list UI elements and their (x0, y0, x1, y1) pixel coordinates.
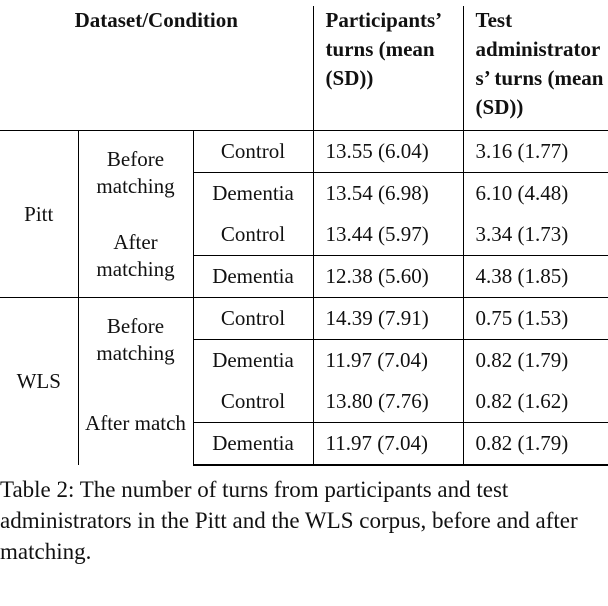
condition-cell: Control (192, 297, 314, 340)
participant-turns-cell: 13.54 (6.98) (312, 172, 464, 214)
table-row: Pitt Before matching Control 13.55 (6.04) 3.… (0, 130, 608, 298)
table-caption: Table 2: The number of turns from partic… (0, 477, 578, 564)
table-row: WLS Before matching Control 14.39 (7.91) 0.7… (0, 297, 608, 465)
table-row: Dementia 11.97 (7.04) 0.82 (1.79) (0, 339, 608, 381)
administrator-turns-cell: 4.38 (1.85) (462, 255, 608, 298)
condition-cell: Dementia (192, 339, 314, 381)
participant-turns-cell: 13.44 (5.97) (312, 214, 464, 256)
table-row: After matching Control 13.44 (5.97) 3.34 (1… (0, 214, 608, 298)
subgroup-cell: After match (77, 381, 193, 465)
group-cell: WLS (0, 297, 78, 465)
participant-turns-cell: 14.39 (7.91) (312, 297, 464, 340)
header-cell: Dataset/Condition (74, 8, 238, 32)
administrator-turns-cell: 3.34 (1.73) (462, 214, 608, 256)
condition-cell: Dementia (192, 172, 314, 214)
administrator-turns-cell: 6.10 (4.48) (462, 172, 608, 214)
header-cell: Participants’ turns (mean (SD)) (312, 6, 464, 131)
table-row: Dementia 11.97 (7.04) 0.82 (1.79) (0, 422, 608, 466)
header-cell: Test administrators’ turns (mean (SD)) (462, 6, 608, 131)
subgroup-cell: After matching (77, 214, 193, 298)
table-body: Pitt Before matching Control 13.55 (6.04) 3.… (0, 130, 608, 466)
condition-cell: Control (192, 214, 314, 256)
administrator-turns-cell: 0.82 (1.79) (462, 339, 608, 381)
participant-turns-cell: 13.80 (7.76) (312, 381, 464, 423)
table-row: Dementia 13.54 (6.98) 6.10 (4.48) (0, 172, 608, 214)
administrator-turns-cell: 0.82 (1.62) (462, 381, 608, 423)
header-row: Dataset/Condition Participants’ turns (m… (0, 6, 608, 131)
condition-cell: Control (192, 130, 314, 173)
participant-turns-cell: 11.97 (7.04) (312, 339, 464, 381)
participant-turns-cell: 12.38 (5.60) (312, 255, 464, 298)
participant-turns-cell: 13.55 (6.04) (312, 130, 464, 173)
subgroup-cell: Before matching (77, 130, 193, 214)
table-row: After match Control 13.80 (7.76) 0.82 (1.62… (0, 381, 608, 465)
group-cell: Pitt (0, 130, 78, 298)
administrator-turns-cell: 0.82 (1.79) (462, 422, 608, 466)
subgroup-cell: Before matching (77, 297, 193, 381)
condition-cell: Dementia (192, 255, 314, 298)
results-table: Dataset/Condition Participants’ turns (m… (0, 6, 608, 466)
condition-cell: Control (192, 381, 314, 423)
administrator-turns-cell: 0.75 (1.53) (462, 297, 608, 340)
page: {"table": { "header": ["Dataset/Conditio… (0, 6, 608, 606)
participant-turns-cell: 11.97 (7.04) (312, 422, 464, 466)
condition-cell: Dementia (192, 422, 314, 466)
table-row: Dementia 12.38 (5.60) 4.38 (1.85) (0, 255, 608, 298)
administrator-turns-cell: 3.16 (1.77) (462, 130, 608, 173)
